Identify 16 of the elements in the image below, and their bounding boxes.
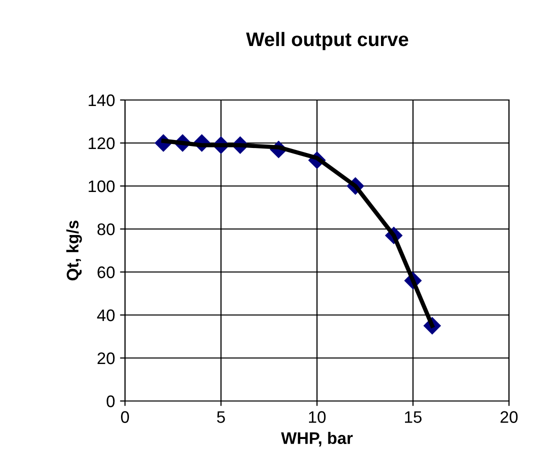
y-axis-title: Qt, kg/s (66, 220, 82, 280)
y-tick-label: 80 (97, 223, 115, 236)
x-tick-label: 15 (405, 411, 422, 423)
x-axis-title: WHP, bar (281, 432, 353, 446)
y-tick-label: 120 (88, 137, 115, 150)
chart-title: Well output curve (246, 32, 408, 50)
y-tick-label: 20 (98, 352, 115, 364)
y-tick-label: 140 (88, 94, 115, 106)
y-tick-label: 100 (88, 180, 115, 192)
x-tick-label: 5 (217, 411, 225, 423)
y-tick-label: 60 (98, 266, 115, 278)
y-tick-label: 0 (106, 395, 115, 408)
x-tick-label: 10 (309, 411, 326, 423)
x-tick-label: 20 (500, 411, 518, 423)
x-tick-label: 0 (121, 411, 129, 423)
y-tick-label: 40 (97, 309, 115, 322)
